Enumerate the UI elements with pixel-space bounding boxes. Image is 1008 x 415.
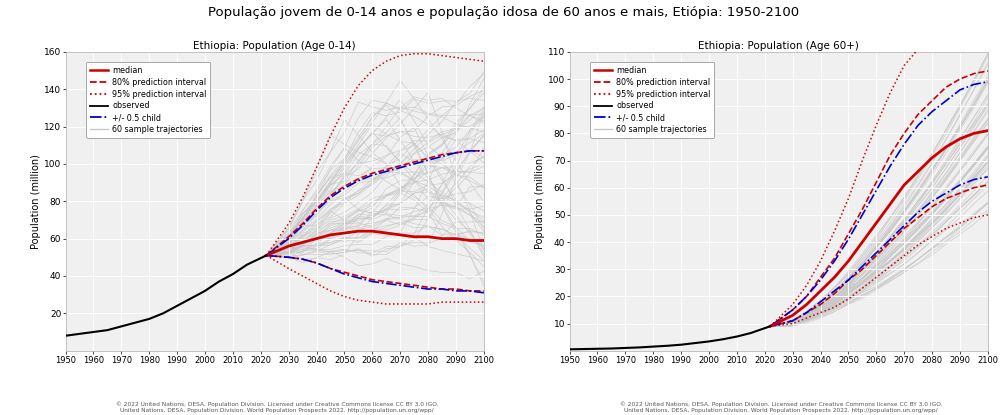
Text: © 2022 United Nations, DESA, Population Division. Licensed under Creative Common: © 2022 United Nations, DESA, Population … xyxy=(620,401,942,413)
Text: População jovem de 0-14 anos e população idosa de 60 anos e mais, Etiópia: 1950-: População jovem de 0-14 anos e população… xyxy=(209,6,799,19)
Y-axis label: Population (million): Population (million) xyxy=(31,154,41,249)
Legend: median, 80% prediction interval, 95% prediction interval, observed, +/- 0.5 chil: median, 80% prediction interval, 95% pre… xyxy=(591,62,715,138)
Text: © 2022 United Nations, DESA, Population Division. Licensed under Creative Common: © 2022 United Nations, DESA, Population … xyxy=(116,401,438,413)
Title: Ethiopia: Population (Age 0-14): Ethiopia: Population (Age 0-14) xyxy=(194,41,356,51)
Title: Ethiopia: Population (Age 60+): Ethiopia: Population (Age 60+) xyxy=(699,41,859,51)
Legend: median, 80% prediction interval, 95% prediction interval, observed, +/- 0.5 chil: median, 80% prediction interval, 95% pre… xyxy=(87,62,211,138)
Y-axis label: Population (million): Population (million) xyxy=(535,154,545,249)
